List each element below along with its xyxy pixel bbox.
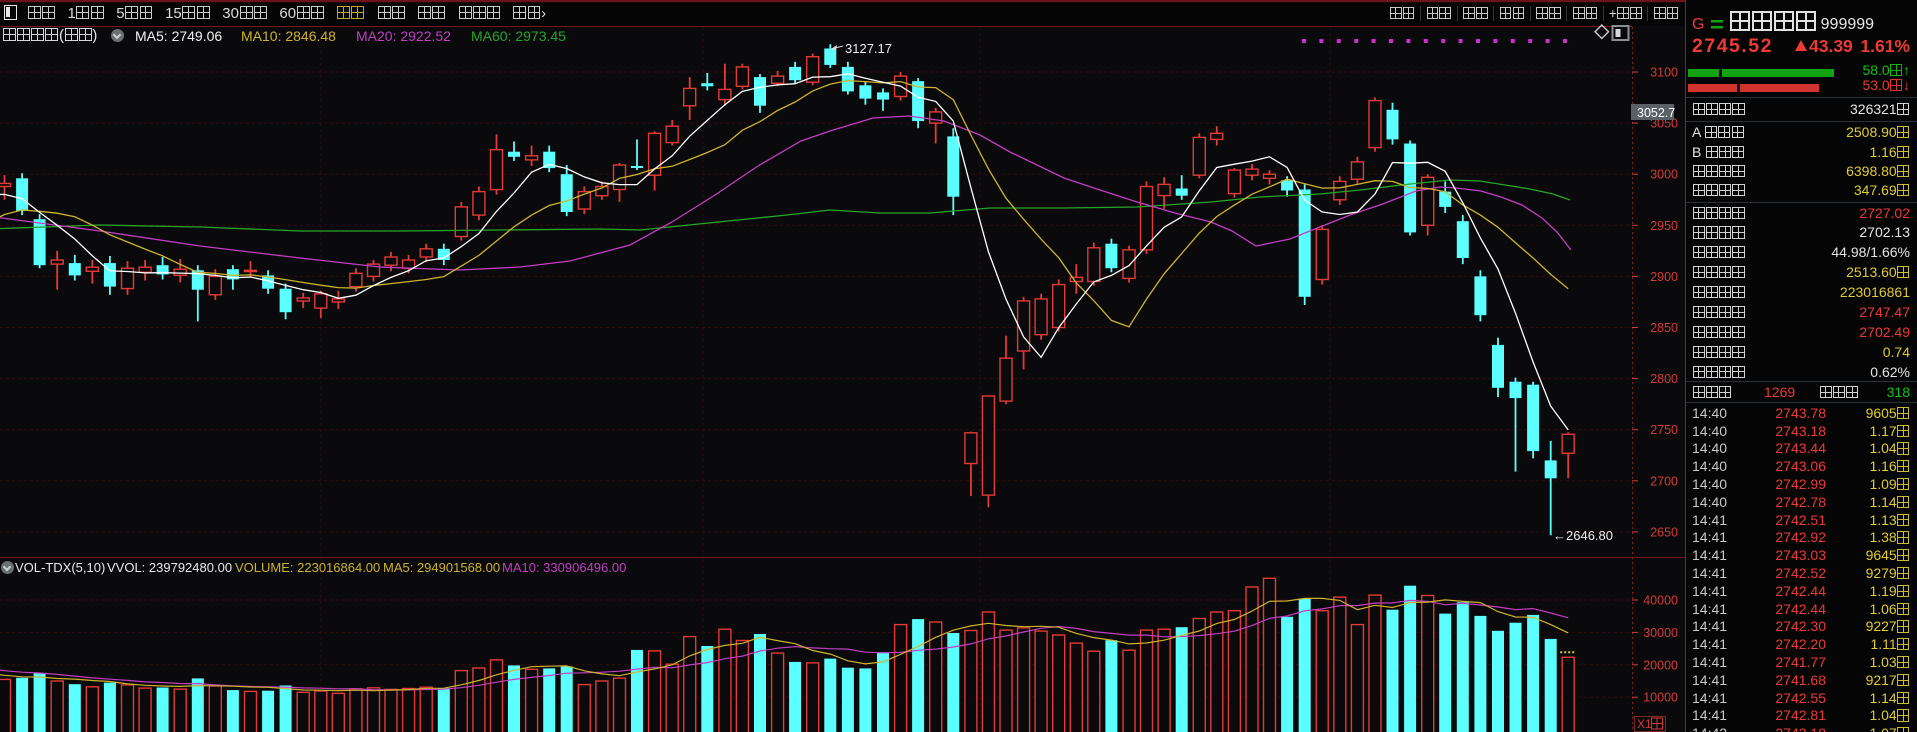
svg-text:2950: 2950 — [1650, 219, 1678, 233]
svg-text:3127.17: 3127.17 — [845, 41, 892, 56]
svg-text:2900: 2900 — [1650, 270, 1678, 284]
svg-text:2850: 2850 — [1650, 321, 1678, 335]
svg-text:2650: 2650 — [1650, 525, 1678, 539]
svg-text:2700: 2700 — [1650, 474, 1678, 488]
svg-text:2800: 2800 — [1650, 372, 1678, 386]
svg-text:3100: 3100 — [1650, 66, 1678, 80]
svg-text:30000: 30000 — [1643, 626, 1678, 640]
svg-text:X1: X1 — [1637, 717, 1652, 731]
svg-text:20000: 20000 — [1643, 658, 1678, 672]
svg-text:3050: 3050 — [1650, 117, 1678, 131]
svg-text:10000: 10000 — [1643, 691, 1678, 705]
svg-text:←2646.80: ←2646.80 — [1553, 528, 1613, 543]
svg-text:3000: 3000 — [1650, 168, 1678, 182]
svg-text:3052.7: 3052.7 — [1637, 106, 1675, 120]
svg-text:2750: 2750 — [1650, 423, 1678, 437]
svg-text:40000: 40000 — [1643, 594, 1678, 608]
